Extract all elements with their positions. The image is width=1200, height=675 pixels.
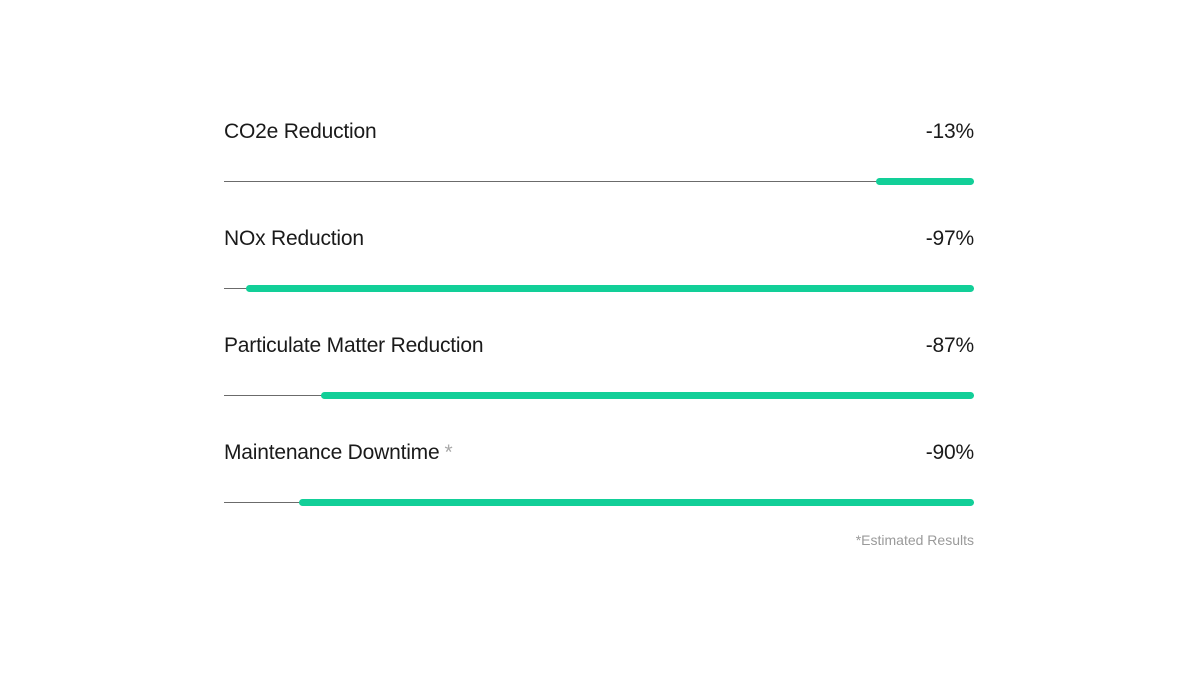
metric-label: Particulate Matter Reduction [224,334,484,358]
metric-row: NOx Reduction -97% [224,227,974,334]
metric-label-text: CO2e Reduction [224,120,377,143]
bar-fill [246,285,974,292]
metric-label-text: NOx Reduction [224,227,364,250]
metric-row: Maintenance Downtime * -90% [224,441,974,548]
bar-fill [321,392,974,399]
asterisk-marker: * [444,441,453,464]
metric-value: -97% [925,227,974,250]
metric-label: NOx Reduction [224,227,364,251]
metric-label-text: Maintenance Downtime [224,441,440,464]
metric-label: Maintenance Downtime * [224,441,453,465]
metric-value: -87% [925,334,974,357]
metric-row: CO2e Reduction -13% [224,120,974,227]
bar-fill [299,499,974,506]
footnote: *Estimated Results [855,532,974,548]
metrics-chart: CO2e Reduction -13% NOx Reduction -97% P… [224,120,974,548]
bar-track [224,181,974,182]
metric-value: -13% [925,120,974,143]
metric-value: -90% [925,441,974,464]
metric-label: CO2e Reduction [224,120,377,144]
bar-fill [876,178,974,185]
metric-row: Particulate Matter Reduction -87% [224,334,974,441]
metric-label-text: Particulate Matter Reduction [224,334,484,357]
